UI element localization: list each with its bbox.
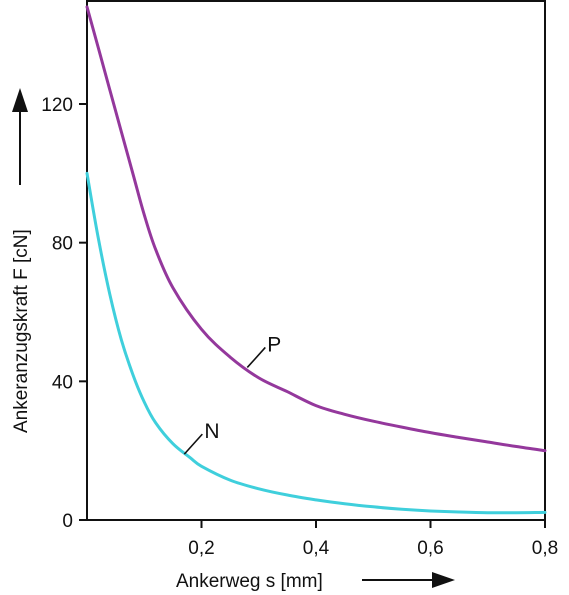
x-tick-label: 0,8 xyxy=(532,538,558,559)
x-axis-ticks: 0,2 0,4 0,6 0,8 xyxy=(188,520,558,559)
x-tick-label: 0,6 xyxy=(417,538,443,559)
y-axis-arrow xyxy=(12,88,28,185)
series-leader-p xyxy=(246,346,266,369)
series-label-n: N xyxy=(204,420,219,443)
plot-border xyxy=(86,0,546,521)
y-tick-label: 40 xyxy=(52,372,73,393)
series-line-p xyxy=(85,5,547,453)
series-label-p: P xyxy=(267,333,281,356)
series-leader-n xyxy=(183,433,203,455)
y-axis-ticks: 0 40 80 120 xyxy=(41,95,87,532)
x-tick-label: 0,4 xyxy=(303,538,330,559)
series-line-n xyxy=(85,171,547,515)
series-layer: PN xyxy=(85,5,547,515)
plot-frame xyxy=(86,0,546,521)
y-axis-title: Ankeranzugskraft F [cN] xyxy=(11,229,32,433)
y-tick-label: 80 xyxy=(52,234,73,255)
y-tick-label: 120 xyxy=(41,95,73,116)
x-axis-title: Ankerweg s [mm] xyxy=(176,571,323,592)
x-axis-arrow xyxy=(362,572,455,588)
x-tick-label: 0,2 xyxy=(188,538,214,559)
y-tick-label: 0 xyxy=(62,511,73,532)
